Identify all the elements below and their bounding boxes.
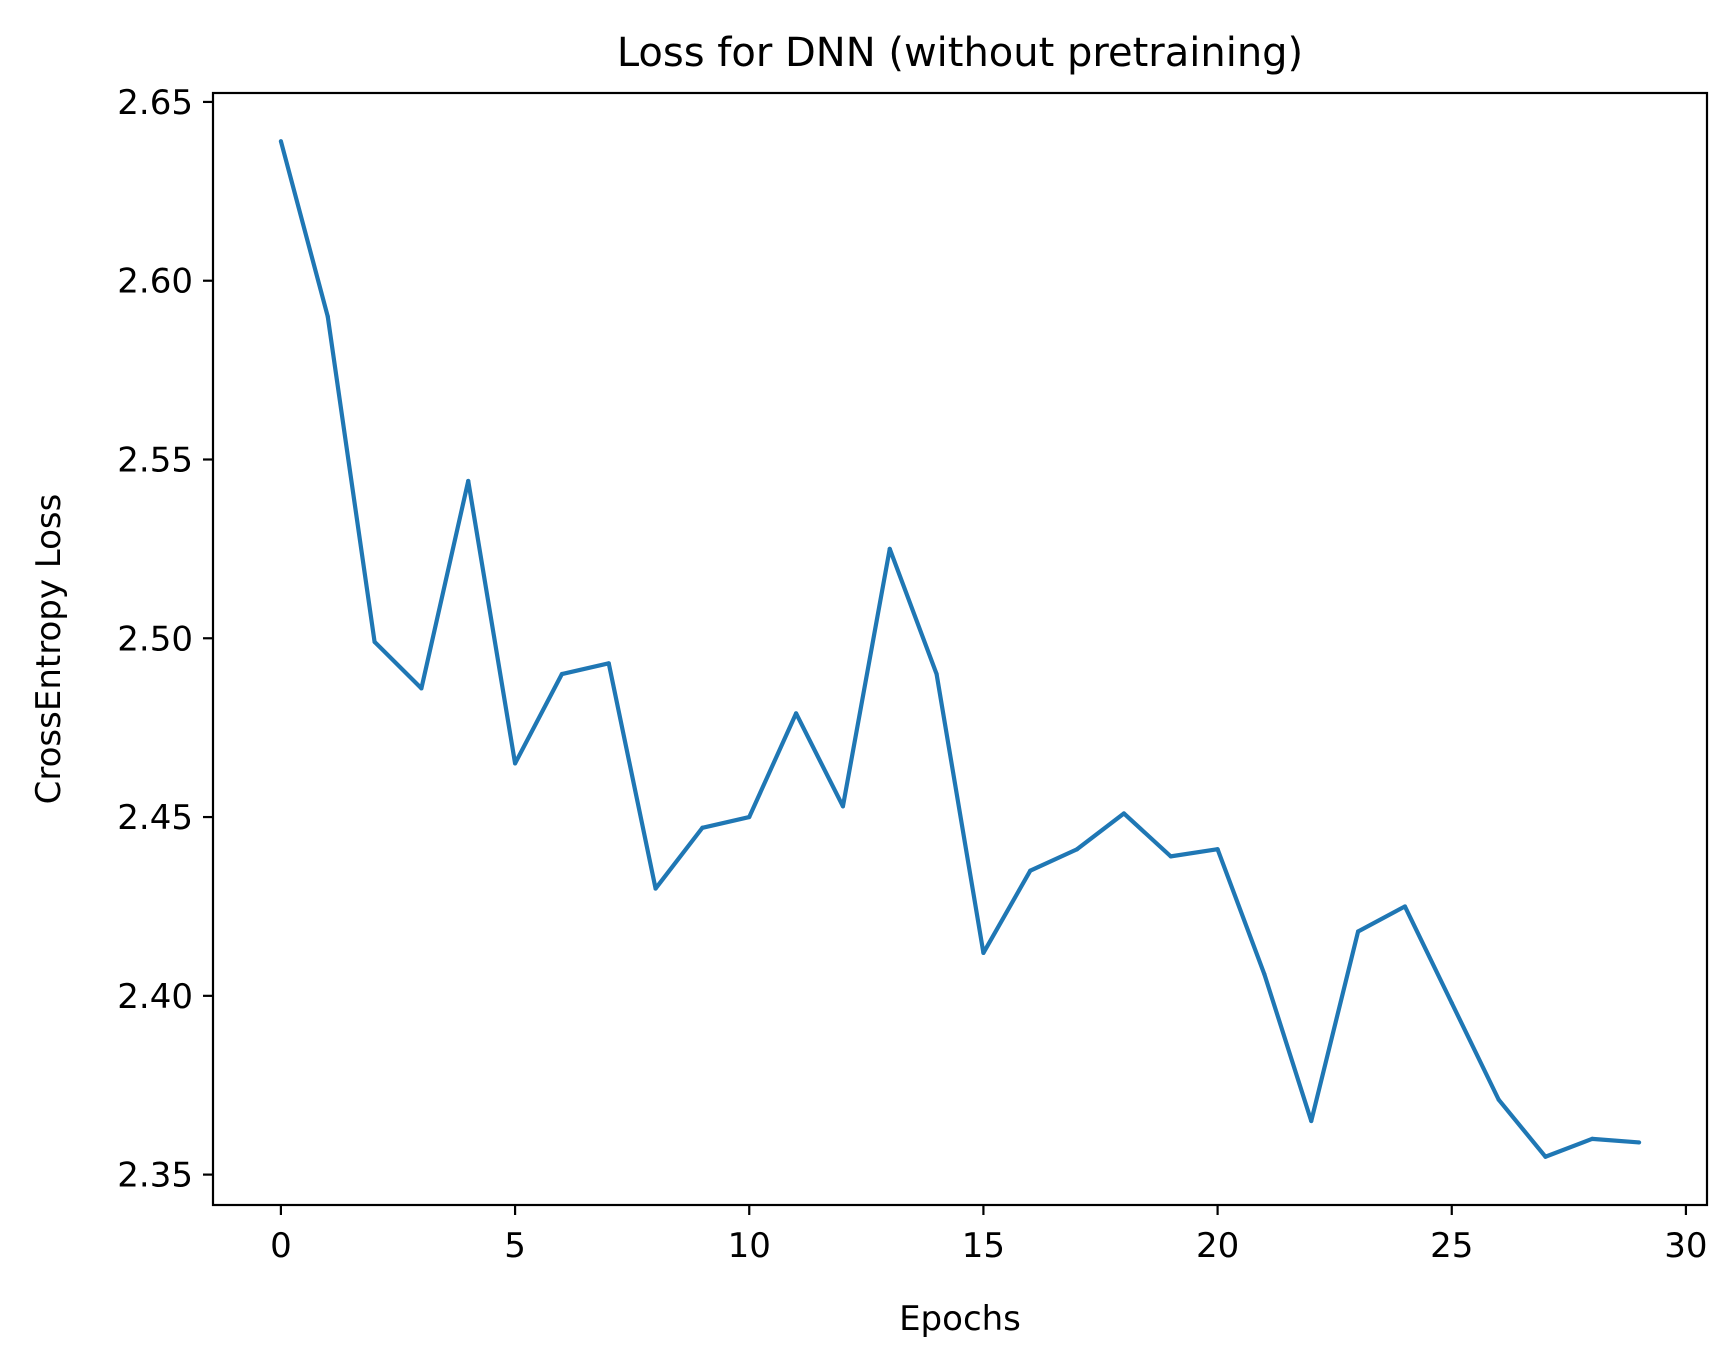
x-tick-label: 15 [962,1226,1005,1266]
x-tick-label: 0 [270,1226,292,1266]
data-point [700,825,705,830]
data-point [1215,847,1220,852]
data-point [840,804,846,809]
data-point [606,661,611,666]
data-point [325,314,330,319]
data-point [747,814,752,820]
y-tick-label: 2.40 [117,977,193,1017]
axes-frame [211,91,1709,1207]
data-point [512,761,518,766]
x-tick-label: 10 [728,1226,771,1266]
data-point [1402,904,1408,909]
x-tick-label: 25 [1430,1226,1473,1266]
x-axis-label: Epochs [899,1299,1021,1339]
data-point [887,546,892,551]
y-tick-label: 2.45 [117,798,193,838]
data-point [1543,1154,1548,1159]
plot-area [278,139,1642,1159]
y-tick-label: 2.65 [117,83,193,123]
chart-title: Loss for DNN (without pretraining) [617,30,1303,76]
data-point [793,711,799,716]
data-point [1074,847,1080,852]
data-point [934,671,939,677]
data-point [1309,1118,1314,1124]
x-tick-label: 20 [1196,1226,1239,1266]
data-point [1262,972,1267,977]
data-point [1449,1000,1454,1006]
data-point [1168,854,1173,859]
data-point [278,139,284,144]
data-point [653,886,658,891]
y-tick-label: 2.50 [117,619,193,659]
x-tick-label: 30 [1664,1226,1707,1266]
data-point [1028,868,1033,873]
series-line-0 [278,140,1640,1159]
y-tick-label: 2.55 [117,440,193,480]
axes: 0 5 10 15 20 25 30 2.35 2.40 2.45 2.50 2.55 2.60 2.65 [117,83,1709,1266]
y-tick-label: 2.60 [117,262,193,302]
data-point [466,478,471,484]
data-point [419,686,424,691]
data-point [559,671,565,677]
x-tick-label: 5 [504,1226,526,1266]
y-axis-label: CrossEntropy Loss [29,494,69,805]
data-point [1121,811,1127,816]
data-point [1355,929,1361,934]
data-point [1590,1136,1595,1141]
data-point [1636,1140,1642,1145]
data-point [1496,1097,1501,1102]
data-point [981,950,986,956]
y-tick-label: 2.35 [117,1156,193,1196]
data-point [372,639,377,644]
